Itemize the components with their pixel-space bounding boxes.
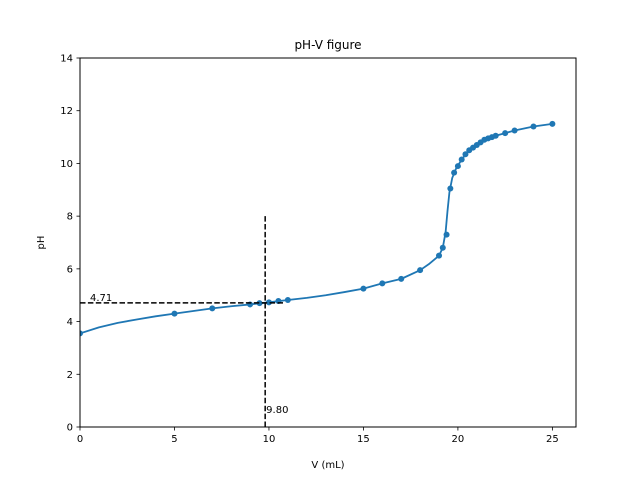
- data-point: [360, 285, 367, 292]
- x-tick-label: 15: [357, 434, 370, 445]
- y-tick-label: 0: [67, 423, 73, 434]
- chart-title: pH-V figure: [294, 38, 361, 52]
- y-axis-label: pH: [36, 236, 47, 250]
- plot-area: [80, 120, 556, 427]
- x-tick-label: 10: [263, 434, 276, 445]
- data-point: [447, 185, 454, 192]
- data-point: [462, 151, 469, 158]
- data-point: [451, 169, 458, 176]
- x-tick-label: 5: [171, 434, 177, 445]
- data-point: [439, 244, 446, 251]
- volume-annotation-label: 9.80: [266, 405, 288, 416]
- y-tick-label: 4: [67, 317, 73, 328]
- y-tick-label: 10: [60, 159, 73, 170]
- data-point: [209, 305, 216, 312]
- data-point: [256, 300, 263, 307]
- data-point: [417, 267, 424, 274]
- data-point: [80, 330, 83, 337]
- data-point: [492, 132, 499, 139]
- x-tick-label: 25: [546, 434, 559, 445]
- x-axis-label: V (mL): [311, 460, 344, 471]
- data-point: [398, 275, 405, 282]
- y-tick-label: 8: [67, 212, 73, 223]
- data-point: [171, 310, 178, 317]
- data-point: [265, 299, 272, 306]
- data-point: [454, 163, 461, 170]
- data-point: [436, 252, 443, 259]
- y-tick-label: 2: [67, 370, 73, 381]
- data-point: [284, 296, 291, 303]
- data-point: [379, 280, 386, 287]
- data-point: [443, 231, 450, 238]
- data-point: [458, 156, 465, 163]
- x-tick-label: 0: [77, 434, 83, 445]
- data-point: [530, 123, 537, 130]
- data-point: [511, 127, 518, 134]
- y-tick-label: 12: [60, 106, 73, 117]
- x-tick-label: 20: [452, 434, 465, 445]
- data-point: [549, 120, 556, 127]
- plot-frame: [79, 57, 577, 428]
- y-tick-label: 14: [60, 54, 73, 65]
- ph-annotation-label: 4.71: [90, 293, 112, 304]
- y-tick-label: 6: [67, 264, 73, 275]
- data-point: [502, 130, 509, 137]
